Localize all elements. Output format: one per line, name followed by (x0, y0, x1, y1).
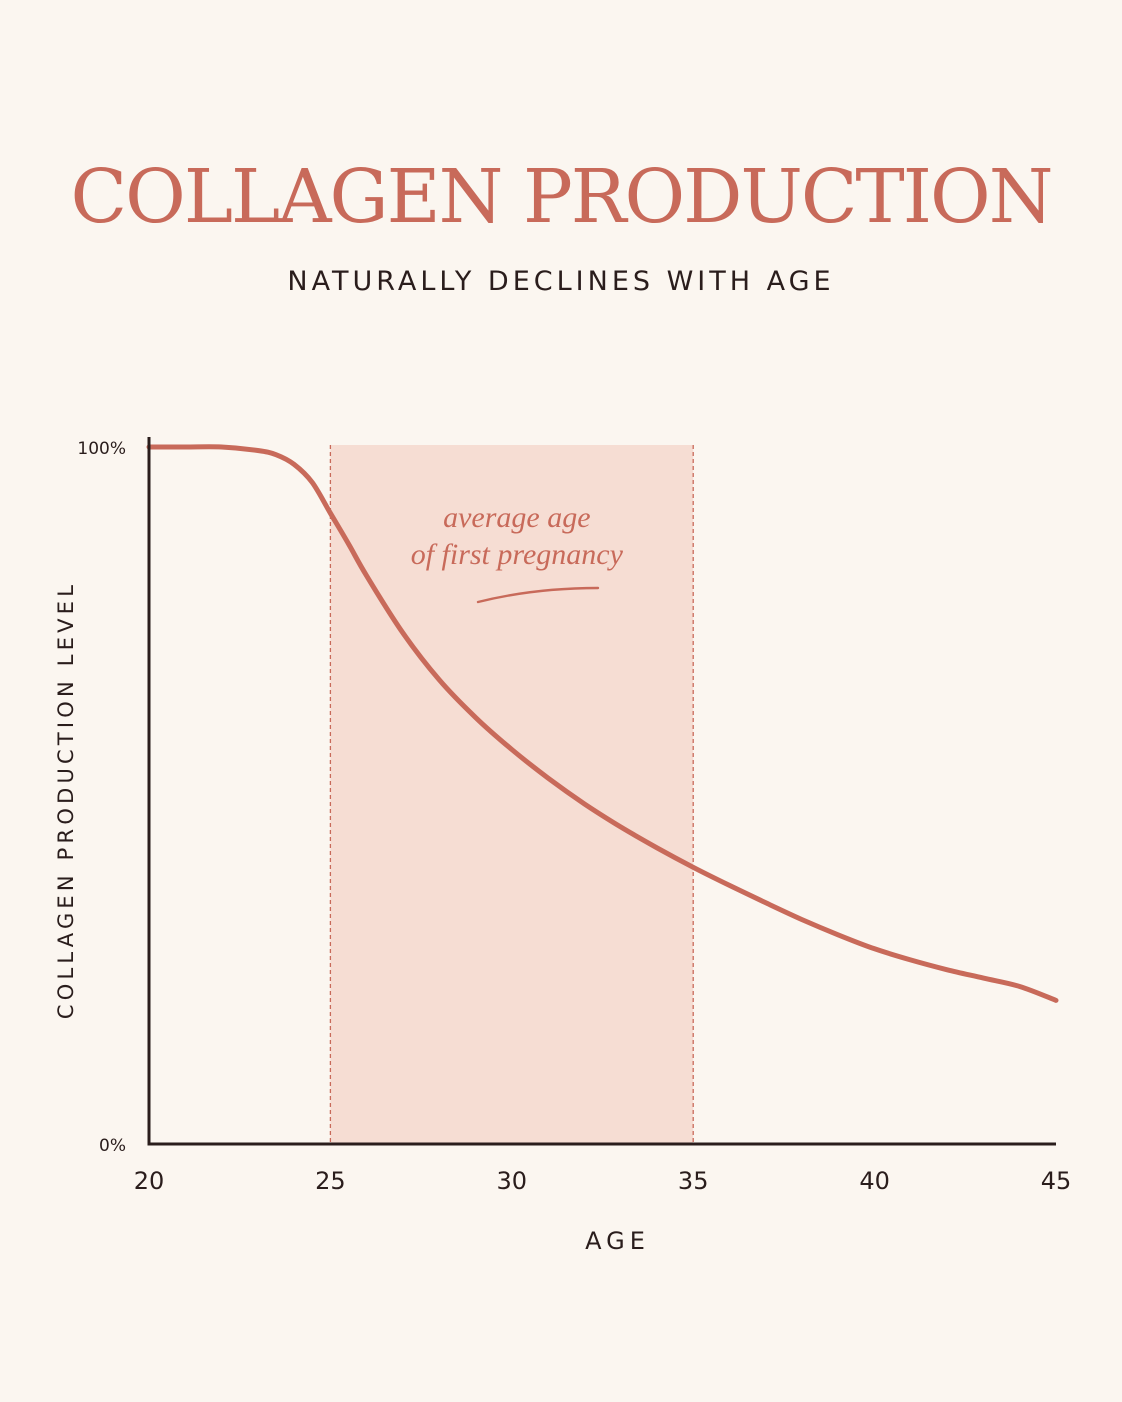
y-tick-labels: 100% 0% (77, 439, 126, 1156)
x-tick-label: 45 (1041, 1167, 1072, 1195)
y-tick-label: 100% (77, 439, 126, 459)
y-axis-label: COLLAGEN PRODUCTION LEVEL (54, 581, 78, 1019)
x-tick-label: 40 (859, 1167, 890, 1195)
x-tick-label: 20 (134, 1167, 165, 1195)
x-tick-label: 30 (497, 1167, 528, 1195)
band-label-line-1: average age (443, 501, 590, 534)
pregnancy-age-band (330, 445, 694, 1144)
page-subtitle: NATURALLY DECLINES WITH AGE (287, 266, 835, 297)
x-tick-labels: 20 25 30 35 40 45 (134, 1167, 1072, 1195)
x-tick-label: 35 (678, 1167, 709, 1195)
page-title: COLLAGEN PRODUCTION (70, 154, 1054, 240)
y-tick-label: 0% (99, 1136, 126, 1156)
annotation-underline (476, 586, 600, 604)
x-axis-label: AGE (585, 1227, 650, 1255)
collagen-level-line (146, 444, 1059, 1003)
x-tick-label: 25 (315, 1167, 346, 1195)
band-label-line-2: of first pregnancy (411, 538, 624, 571)
